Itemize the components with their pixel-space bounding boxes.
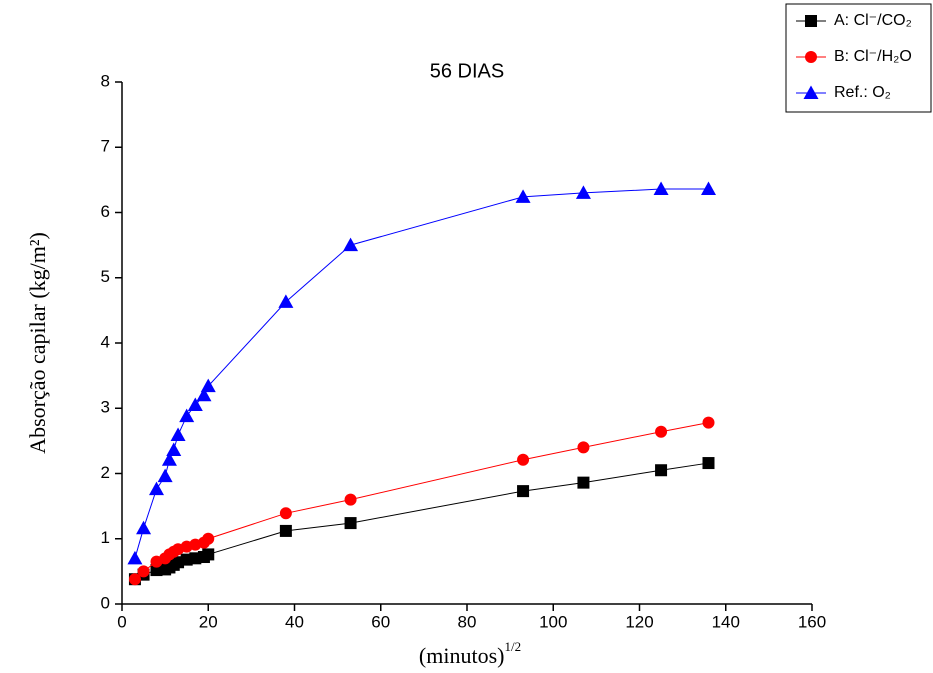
marker: [577, 441, 590, 454]
marker: [170, 427, 186, 442]
x-axis-label-sup: 1/2: [504, 639, 521, 654]
x-tick-label: 140: [712, 612, 740, 631]
marker: [515, 189, 531, 203]
x-axis-label: (minutos)1/2: [419, 639, 521, 668]
legend-label: A: Cl⁻/CO₂: [834, 12, 912, 29]
x-tick-label: 120: [625, 612, 653, 631]
x-tick-label: 40: [285, 612, 304, 631]
legend-box: [785, 3, 932, 113]
legend-marker: [805, 51, 817, 63]
marker: [278, 294, 294, 308]
y-tick-label: 2: [101, 463, 110, 482]
legend-label: Ref.: O₂: [834, 84, 891, 101]
y-tick-label: 0: [101, 593, 110, 612]
marker: [701, 181, 716, 196]
marker: [279, 524, 292, 537]
x-tick-label: 0: [117, 612, 126, 631]
marker: [161, 452, 177, 466]
marker: [517, 453, 530, 466]
y-tick-label: 4: [101, 332, 110, 351]
marker: [196, 387, 212, 402]
marker: [200, 378, 216, 393]
marker: [577, 476, 590, 489]
marker: [344, 517, 357, 530]
marker: [202, 532, 215, 545]
y-tick-label: 6: [101, 202, 110, 221]
chart-title: 56 DIAS: [430, 60, 504, 82]
marker: [136, 520, 152, 535]
x-tick-label: 20: [199, 612, 218, 631]
marker: [187, 397, 203, 411]
y-tick-label: 1: [101, 528, 110, 547]
marker: [575, 185, 591, 199]
marker: [166, 442, 182, 457]
y-tick-label: 8: [101, 71, 110, 90]
marker: [279, 507, 292, 520]
marker: [344, 493, 357, 506]
x-tick-label: 60: [371, 612, 390, 631]
y-tick-label: 3: [101, 398, 110, 417]
marker: [127, 550, 143, 565]
marker: [655, 425, 668, 438]
marker: [653, 181, 669, 196]
marker: [179, 408, 195, 423]
x-axis-label-text: (minutos): [419, 643, 505, 668]
marker: [702, 457, 715, 470]
legend-marker: [805, 15, 817, 27]
marker: [655, 464, 668, 477]
marker: [157, 468, 173, 483]
marker: [202, 548, 215, 561]
marker: [517, 485, 530, 498]
y-axis-label: Absorção capilar (kg/m²): [25, 232, 50, 454]
y-tick-label: 7: [101, 137, 110, 156]
x-tick-label: 160: [798, 612, 826, 631]
marker: [702, 416, 715, 429]
marker: [128, 573, 141, 586]
x-tick-label: 80: [458, 612, 477, 631]
y-tick-label: 5: [101, 267, 110, 286]
marker: [137, 565, 150, 578]
series-line: [134, 462, 709, 580]
legend-label: B: Cl⁻/H₂O: [834, 48, 912, 65]
marker: [343, 237, 359, 252]
x-tick-label: 100: [539, 612, 567, 631]
legend-marker: [803, 85, 819, 99]
marker: [149, 481, 164, 496]
series-line: [134, 188, 709, 559]
series-line: [134, 422, 709, 580]
